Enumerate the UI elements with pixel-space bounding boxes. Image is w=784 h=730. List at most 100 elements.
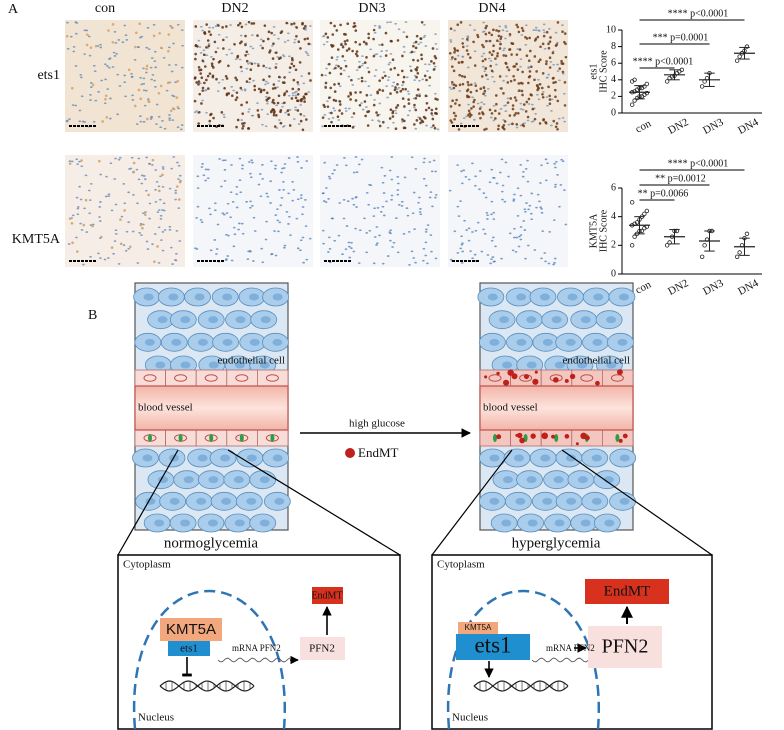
nucleus [216,223,220,226]
stain [76,250,79,253]
nucleus [327,175,331,178]
stain [202,53,206,57]
stain [91,224,94,228]
stain [271,108,275,111]
nucleus [366,67,370,69]
nucleus [491,256,495,258]
stain [156,245,159,248]
endmt-dot [551,434,555,439]
nucleus [508,34,512,37]
cell-nucleus [234,519,245,527]
nucleus [258,173,262,175]
nucleus [389,21,392,24]
nucleus [246,53,250,56]
comparison-label: ** p=0.0066 [638,188,689,199]
nucleus [117,39,121,41]
nucleus [140,83,144,86]
nucleus [159,175,162,178]
nucleus [221,159,225,162]
data-point [737,250,742,255]
stain [424,108,428,112]
nucleus [177,164,181,167]
stain [206,87,210,90]
nucleus [249,45,253,48]
endmt-dot [530,433,536,439]
nucleus [239,191,243,194]
nucleus [292,189,296,191]
nucleus [275,104,278,107]
nucleus [293,41,296,44]
nucleus [269,202,272,204]
stain [531,107,535,111]
nucleus [161,119,164,122]
nucleus [480,101,484,104]
nucleus [80,229,84,231]
micrograph [193,155,313,267]
nucleus [522,170,525,173]
stain [170,26,174,29]
nucleus [240,222,244,225]
nucleus [244,23,248,26]
stain [211,74,215,78]
stain [450,81,454,84]
stain [470,83,473,86]
nucleus [381,205,385,208]
stain [510,42,514,45]
nucleus [230,164,233,166]
nucleus [406,90,410,93]
stain [544,121,547,124]
nucleus [542,23,546,26]
stain [389,108,393,112]
nucleus [298,249,302,252]
panel-label: B [88,308,97,323]
nucleus [375,242,379,245]
data-point [639,228,645,234]
nucleus [107,66,111,69]
nucleus [413,228,417,231]
nucleus [389,52,393,55]
nucleus [266,113,270,116]
nucleus [151,243,154,246]
nucleus [361,108,365,111]
nucleus [396,182,400,185]
stain [378,79,381,82]
nucleus [402,51,406,53]
stain [354,40,357,44]
cell-nucleus [157,316,168,324]
endmt-label: EndMT [604,583,651,599]
stain [539,45,542,49]
stain [256,109,260,112]
cell-nucleus [526,361,537,369]
endmt-dot [496,371,500,376]
nucleus [485,211,489,214]
nucleus [81,263,85,266]
nucleus [201,29,205,32]
nucleus [523,122,526,125]
cell-nucleus [233,476,244,484]
stain [257,115,261,119]
stain [511,107,515,111]
stain [457,61,461,64]
nucleus [501,29,505,32]
nucleus [288,71,292,74]
nucleus [347,245,351,248]
stain [552,119,556,123]
stain [454,102,457,105]
cell-nucleus [169,497,180,505]
nucleus [92,120,96,123]
nucleus [369,48,373,51]
stain [248,77,252,81]
stain [554,80,557,84]
cell-nucleus [606,361,617,369]
nucleus [534,26,538,29]
stain [452,69,456,73]
nucleus [372,262,376,265]
stain [235,78,239,82]
nucleus [103,63,107,66]
stain [146,117,149,121]
nucleus [456,205,460,208]
nucleus [83,53,87,56]
stain [452,111,456,115]
nucleus [207,207,211,210]
stain [432,124,435,127]
